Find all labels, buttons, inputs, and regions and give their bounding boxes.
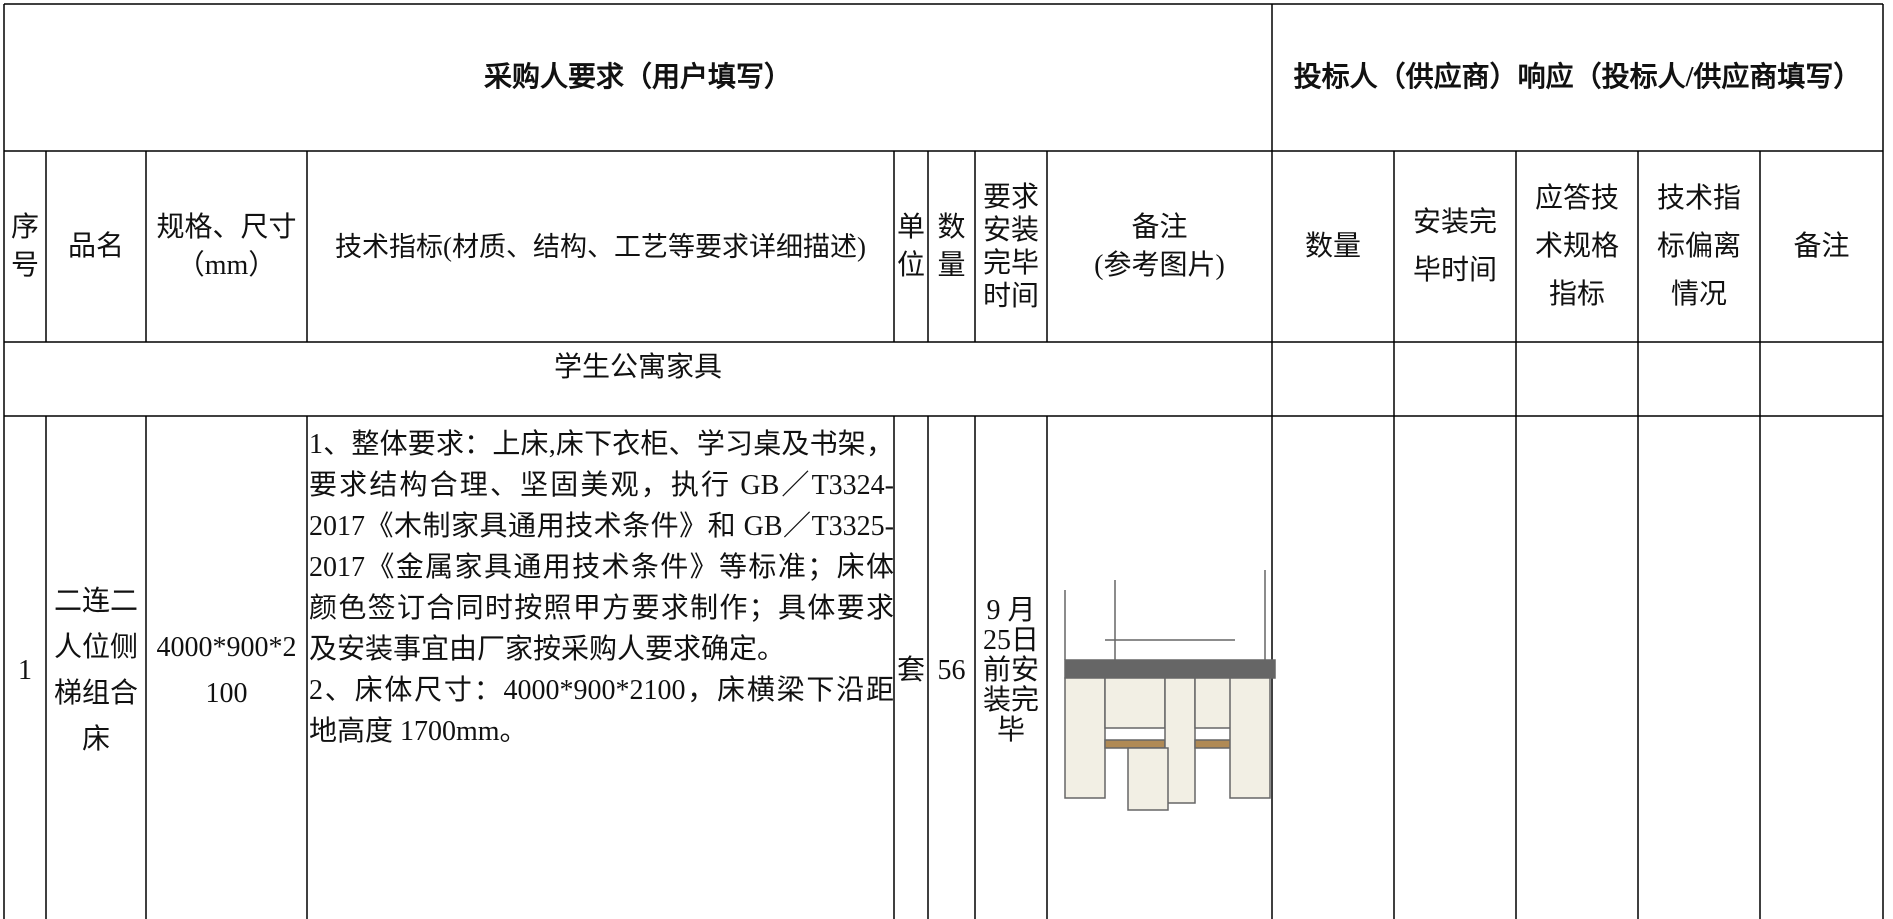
section-title: 学生公寓家具 — [553, 352, 722, 383]
col-header-line: 备注 — [1131, 211, 1188, 243]
col-header: 单位 — [896, 211, 925, 281]
col-header: 应答技术规格指标 — [1534, 182, 1619, 310]
col-header: 技术指标偏离情况 — [1656, 182, 1741, 310]
cell: 1 — [18, 655, 32, 686]
buyer-header: 采购人要求（用户填写） — [483, 61, 792, 93]
col-header: 要求安装完毕时间 — [982, 181, 1039, 312]
col-header: 品名 — [67, 230, 124, 262]
col-header: 技术指标(材质、结构、工艺等要求详细描述) — [335, 231, 866, 262]
paragraph: 2、床体尺寸：4000*900*2100，床横梁下沿距地高度 1700mm。 — [309, 675, 894, 747]
cell: 二连二人位侧梯组合床 — [53, 586, 138, 755]
bed-image — [1064, 570, 1276, 811]
col-header: 数量 — [1304, 230, 1361, 262]
cell: 56 — [937, 655, 966, 686]
col-header-line: (参考图片) — [1094, 249, 1225, 281]
col-header: 数量 — [937, 211, 966, 281]
col-header: 备注 (参考图片) — [1047, 151, 1272, 342]
paragraph: 1、整体要求：上床,床下衣柜、学习桌及书架，要求结构合理、坚固美观，执行 GB／… — [309, 429, 894, 665]
bidder-header: 投标人（供应商）响应（投标人/供应商填写） — [1293, 61, 1862, 93]
cell: 套 — [896, 655, 925, 686]
cell: 4000*900*2100 — [156, 632, 297, 709]
col-header: 序号 — [10, 211, 39, 281]
col-header: 备注 — [1793, 230, 1850, 262]
cell: 1、整体要求：上床,床下衣柜、学习桌及书架，要求结构合理、坚固美观，执行 GB／… — [307, 416, 894, 919]
col-header: 安装完毕时间 — [1412, 206, 1497, 286]
cell: 9 月25日前安装完毕 — [982, 595, 1039, 746]
col-header: 规格、尺寸（mm） — [156, 211, 297, 281]
